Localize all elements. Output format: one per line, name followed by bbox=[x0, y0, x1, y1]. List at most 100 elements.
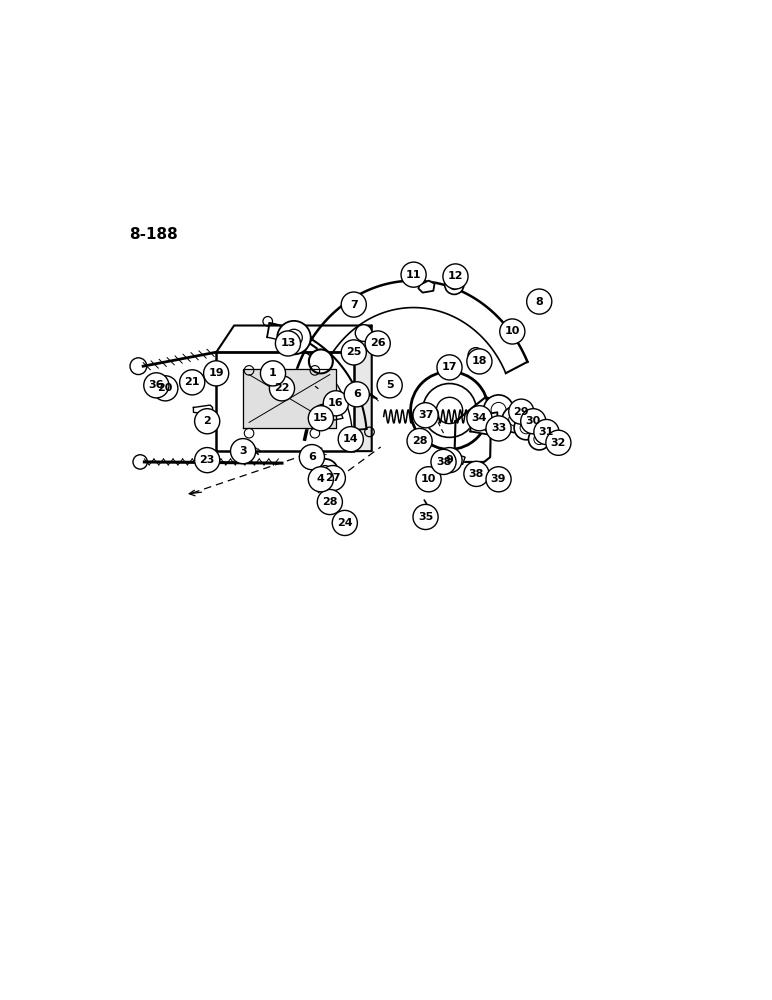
Circle shape bbox=[269, 376, 295, 401]
Circle shape bbox=[317, 489, 343, 515]
Polygon shape bbox=[418, 281, 435, 293]
Polygon shape bbox=[194, 405, 212, 415]
Text: 3: 3 bbox=[239, 446, 247, 456]
Circle shape bbox=[309, 349, 333, 373]
Text: 11: 11 bbox=[406, 270, 422, 280]
Text: 30: 30 bbox=[526, 416, 541, 426]
Text: 25: 25 bbox=[346, 347, 361, 357]
Circle shape bbox=[338, 427, 364, 452]
Circle shape bbox=[443, 264, 468, 289]
Polygon shape bbox=[470, 462, 486, 476]
Circle shape bbox=[407, 428, 432, 454]
Circle shape bbox=[483, 395, 513, 425]
Text: 1: 1 bbox=[269, 368, 277, 378]
Text: 31: 31 bbox=[539, 427, 554, 437]
Text: 21: 21 bbox=[185, 377, 200, 387]
Text: 10: 10 bbox=[505, 326, 520, 336]
Circle shape bbox=[365, 331, 391, 356]
Circle shape bbox=[180, 370, 205, 395]
Circle shape bbox=[401, 262, 426, 287]
Circle shape bbox=[467, 349, 492, 374]
Text: 29: 29 bbox=[513, 407, 529, 417]
Circle shape bbox=[341, 292, 367, 317]
Circle shape bbox=[308, 406, 334, 431]
Circle shape bbox=[436, 397, 462, 424]
Text: 5: 5 bbox=[386, 380, 394, 390]
Text: 38: 38 bbox=[436, 457, 451, 467]
Text: 2: 2 bbox=[203, 416, 211, 426]
Circle shape bbox=[546, 430, 571, 455]
Text: 6: 6 bbox=[308, 452, 316, 462]
Circle shape bbox=[355, 325, 372, 341]
Circle shape bbox=[499, 319, 525, 344]
Text: 13: 13 bbox=[280, 338, 296, 348]
Text: 14: 14 bbox=[343, 434, 358, 444]
Text: 28: 28 bbox=[322, 497, 337, 507]
Circle shape bbox=[153, 376, 178, 401]
Circle shape bbox=[416, 467, 441, 492]
Circle shape bbox=[344, 382, 369, 407]
Polygon shape bbox=[216, 326, 372, 352]
Polygon shape bbox=[267, 323, 367, 430]
Circle shape bbox=[486, 416, 511, 441]
Circle shape bbox=[231, 439, 256, 464]
Text: 26: 26 bbox=[370, 338, 385, 348]
Text: 37: 37 bbox=[418, 410, 433, 420]
Circle shape bbox=[527, 289, 552, 314]
Text: 27: 27 bbox=[325, 473, 340, 483]
Circle shape bbox=[260, 361, 286, 386]
Text: 34: 34 bbox=[472, 413, 487, 423]
Circle shape bbox=[437, 448, 462, 473]
Text: 20: 20 bbox=[157, 383, 173, 393]
Circle shape bbox=[413, 403, 438, 428]
Circle shape bbox=[534, 419, 559, 445]
Circle shape bbox=[464, 461, 489, 486]
Text: 8: 8 bbox=[535, 297, 543, 307]
Text: 7: 7 bbox=[350, 300, 357, 310]
Text: 39: 39 bbox=[491, 474, 506, 484]
Circle shape bbox=[431, 449, 456, 474]
Text: 24: 24 bbox=[337, 518, 353, 528]
Circle shape bbox=[144, 373, 169, 398]
Circle shape bbox=[529, 428, 550, 450]
Circle shape bbox=[502, 406, 529, 433]
Polygon shape bbox=[441, 450, 465, 464]
Text: 33: 33 bbox=[491, 423, 506, 433]
Text: 38: 38 bbox=[469, 469, 484, 479]
Text: 19: 19 bbox=[208, 368, 224, 378]
Circle shape bbox=[323, 391, 348, 416]
Circle shape bbox=[468, 348, 483, 363]
Text: 8-188: 8-188 bbox=[130, 227, 178, 242]
Circle shape bbox=[422, 384, 476, 437]
Circle shape bbox=[195, 409, 220, 434]
Circle shape bbox=[413, 504, 438, 530]
Text: 15: 15 bbox=[313, 413, 329, 423]
Text: 28: 28 bbox=[411, 436, 428, 446]
Circle shape bbox=[332, 510, 357, 536]
Circle shape bbox=[195, 448, 220, 473]
Polygon shape bbox=[243, 369, 336, 428]
Circle shape bbox=[312, 459, 338, 485]
Circle shape bbox=[341, 340, 367, 365]
Circle shape bbox=[437, 355, 462, 380]
Text: 9: 9 bbox=[445, 455, 453, 465]
Text: 35: 35 bbox=[418, 512, 433, 522]
Circle shape bbox=[520, 409, 546, 434]
Text: 32: 32 bbox=[550, 438, 566, 448]
Circle shape bbox=[277, 321, 310, 354]
Polygon shape bbox=[354, 326, 372, 451]
Text: 4: 4 bbox=[317, 474, 325, 484]
Polygon shape bbox=[454, 397, 492, 462]
Circle shape bbox=[509, 399, 534, 424]
Circle shape bbox=[320, 466, 345, 491]
Circle shape bbox=[204, 361, 229, 386]
Polygon shape bbox=[216, 352, 354, 451]
Polygon shape bbox=[470, 412, 497, 436]
Circle shape bbox=[467, 406, 492, 431]
Circle shape bbox=[411, 372, 489, 449]
Text: 6: 6 bbox=[353, 389, 361, 399]
Text: 16: 16 bbox=[328, 398, 344, 408]
Text: 23: 23 bbox=[199, 455, 215, 465]
Text: 10: 10 bbox=[421, 474, 436, 484]
Circle shape bbox=[308, 467, 334, 492]
